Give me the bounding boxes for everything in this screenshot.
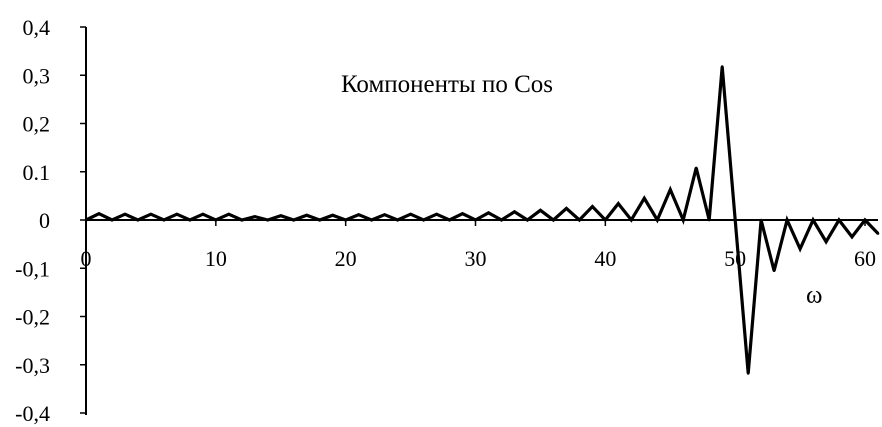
- chart-annotation: Компоненты по Cos: [341, 71, 553, 98]
- series-line: [85, 66, 880, 374]
- x-tick-label: 30: [465, 246, 487, 271]
- data-point: [370, 218, 373, 222]
- data-point: [292, 218, 296, 222]
- data-point: [188, 218, 192, 222]
- data-point: [656, 218, 659, 222]
- data-point: [539, 209, 542, 212]
- data-point: [214, 218, 218, 222]
- y-tick-label: 0,2: [23, 112, 51, 137]
- data-point: [681, 218, 685, 222]
- data-point: [811, 218, 815, 222]
- data-point: [863, 218, 867, 222]
- data-point: [604, 218, 607, 222]
- data-point: [630, 218, 633, 222]
- y-tick-label: 0.1: [23, 160, 51, 185]
- data-point: [136, 218, 140, 222]
- data-point: [396, 218, 399, 222]
- data-point: [162, 218, 166, 222]
- y-axis-ticks: 0,4 0,3 0,2 0.1 0 -0,1 -0,2 -0,3 -0,4: [15, 15, 86, 426]
- data-point: [227, 212, 231, 216]
- x-tick-label: 60: [854, 246, 876, 271]
- data-point: [383, 213, 386, 216]
- x-axis-label: ω: [806, 282, 822, 309]
- data-point: [279, 214, 283, 217]
- data-point: [318, 218, 322, 222]
- data-point: [720, 65, 724, 68]
- x-tick-label: 20: [335, 246, 357, 271]
- data-point: [513, 210, 516, 214]
- data-point: [733, 218, 737, 222]
- data-point: [448, 218, 451, 222]
- data-point: [253, 215, 257, 218]
- series-layer: [84, 65, 880, 375]
- data-point: [617, 202, 620, 205]
- y-tick-label: -0,3: [15, 353, 50, 378]
- data-point: [591, 205, 594, 208]
- y-tick-label: 0,3: [23, 63, 51, 88]
- data-point: [240, 218, 244, 222]
- data-point: [110, 218, 114, 222]
- data-point: [850, 235, 854, 239]
- x-tick-label: 40: [594, 246, 616, 271]
- data-point: [798, 247, 802, 251]
- data-point: [565, 207, 568, 210]
- data-point: [461, 212, 464, 215]
- y-tick-label: 0: [39, 208, 50, 233]
- data-point: [305, 213, 309, 217]
- data-point: [876, 232, 880, 235]
- data-point: [578, 218, 581, 222]
- data-point: [526, 218, 529, 222]
- data-point: [123, 212, 127, 216]
- data-point: [746, 372, 750, 375]
- data-point: [149, 212, 153, 216]
- data-point: [824, 240, 828, 243]
- data-point: [266, 218, 270, 222]
- data-point: [500, 218, 503, 222]
- y-tick-label: -0,2: [15, 305, 50, 330]
- y-tick-label: 0,4: [23, 15, 51, 40]
- x-tick-label: 0: [81, 246, 92, 271]
- data-point: [669, 188, 672, 191]
- data-point: [694, 166, 698, 170]
- data-point: [331, 213, 335, 217]
- data-point: [552, 218, 555, 222]
- data-point: [175, 212, 179, 216]
- data-point: [759, 218, 763, 222]
- data-point: [344, 218, 348, 222]
- data-point: [643, 197, 646, 200]
- x-tick-label: 10: [205, 246, 227, 271]
- data-point: [487, 211, 490, 215]
- data-point: [772, 269, 776, 273]
- data-point: [357, 213, 361, 216]
- data-point: [97, 212, 101, 215]
- data-point: [474, 218, 477, 222]
- data-point: [785, 218, 789, 222]
- data-point: [409, 212, 412, 216]
- data-point: [435, 212, 438, 216]
- x-tick-label: 50: [724, 246, 746, 271]
- data-point: [84, 218, 88, 222]
- data-point: [707, 218, 711, 222]
- y-tick-label: -0,1: [15, 256, 50, 281]
- y-tick-label: -0,4: [15, 401, 50, 426]
- data-point: [837, 218, 841, 222]
- data-point: [201, 212, 205, 216]
- data-point: [422, 218, 425, 222]
